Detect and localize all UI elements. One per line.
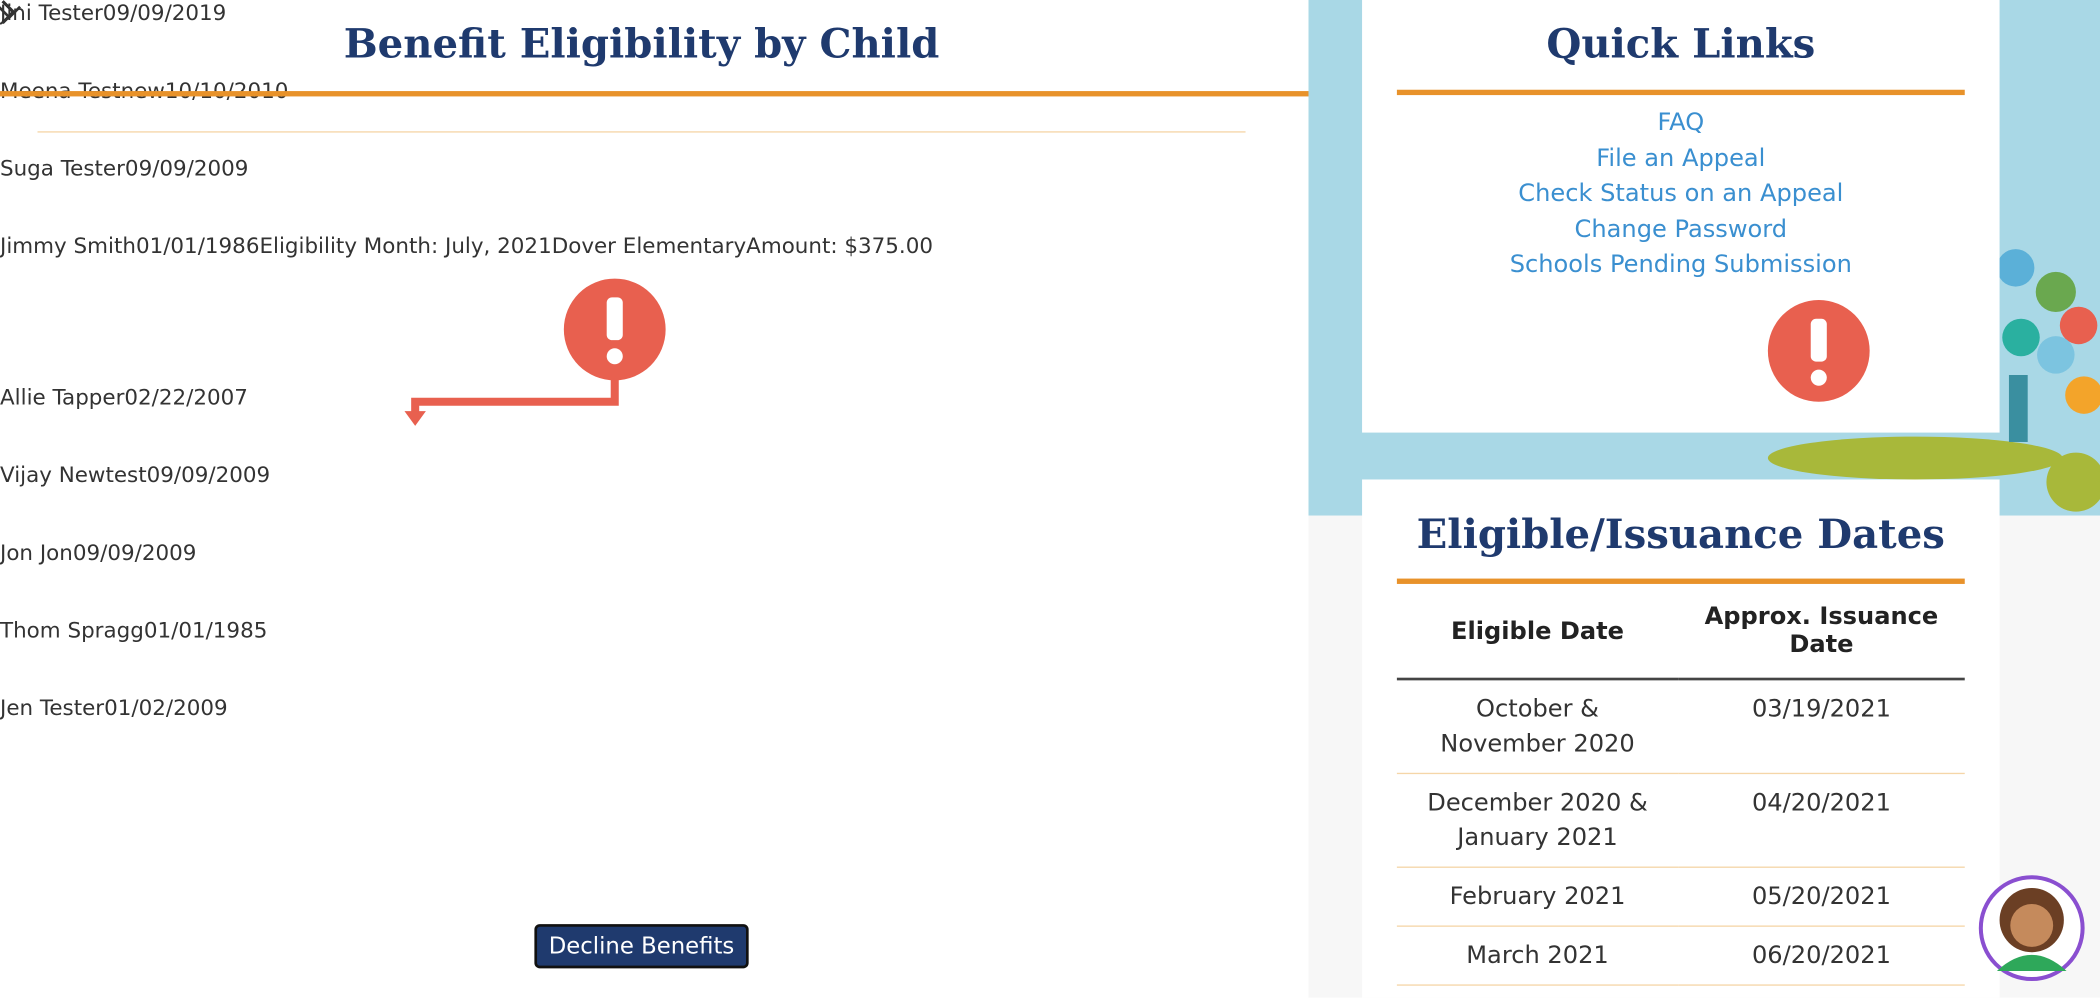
child-row: Jini Tester09/09/2019: [0, 0, 2100, 78]
child-name: Meena Testnew: [0, 78, 165, 103]
title-rule: [1396, 578, 1965, 584]
date-row: December 2020 & January 2021 04/20/2021: [1396, 773, 1965, 868]
date-row: October & November 2020 03/19/2021: [1396, 679, 1965, 775]
building: [2008, 375, 2028, 442]
header-cell: Eligible Date: [1396, 589, 1679, 681]
child-dob: 01/02/2009: [104, 695, 228, 721]
child-name: Jen Tester: [0, 695, 105, 721]
child-row: Jimmy Smith01/01/1986Eligibility Month: …: [0, 5, 2100, 384]
child-row: Jon Jon09/09/2009: [0, 0, 2100, 618]
eligibility-month: Eligibility Month: July, 2021: [259, 233, 552, 259]
alert-dot: [1810, 369, 1827, 386]
issuance-date: 07/20/2021: [1678, 985, 1965, 998]
child-dob: 09/09/2009: [72, 539, 197, 566]
card-title: Quick Links: [1546, 21, 1816, 69]
bubble: [2059, 306, 2098, 345]
table-body: October & November 2020 03/19/2021 Decembe…: [1396, 679, 1965, 998]
table-head: Eligible Date Approx. Issuance Date: [1396, 589, 1965, 681]
pointer-line: [411, 361, 619, 416]
child-name: Jon Jon: [0, 539, 73, 566]
detail-rule: [37, 131, 1246, 133]
child-name: Thom Spragg: [0, 617, 144, 643]
card-title: Eligible/Issuance Dates: [1416, 511, 1945, 559]
date-row: April, May, & June07/20/2021: [1396, 985, 1965, 998]
child-dob: 09/09/2009: [146, 462, 271, 488]
bubble: [2035, 271, 2076, 313]
child-row: Suga Tester09/09/2009: [0, 0, 2100, 233]
issuance-date: 04/20/2021: [1678, 773, 1965, 868]
date-row: February 2021 05/20/2021: [1396, 867, 1965, 927]
child-name: Allie Tapper: [0, 384, 125, 410]
bubble: [1996, 249, 2035, 287]
bubble: [2065, 376, 2100, 414]
child-row: Meena Testnew10/10/2010: [0, 0, 2100, 156]
child-dob: 09/09/2019: [102, 0, 227, 26]
child-dob: 01/01/1986: [135, 233, 260, 259]
date-row: March 2021 06/20/2021: [1396, 926, 1965, 986]
amount: Amount: $375.00: [746, 233, 934, 259]
quick-link[interactable]: File an Appeal: [1596, 143, 1766, 173]
child-row: Thom Spragg01/01/1985: [0, 0, 2100, 695]
quick-links-card: Quick Links FAQ File an Appeal Check Statu…: [1362, 0, 2000, 433]
dates-table: Eligible Date Approx. Issuance Date Octo…: [1396, 589, 1965, 998]
child-name: Suga Tester: [0, 155, 125, 181]
dates-card: Eligible/Issuance Dates Eligible Date Ap…: [1362, 479, 2000, 998]
child-name: Jini Tester: [0, 0, 103, 26]
alert-icon-group: [1767, 300, 1870, 402]
child-dob: 02/22/2007: [124, 384, 248, 410]
eligible-date: October & November 2020: [1396, 679, 1679, 775]
school-name: Dover Elementary: [551, 233, 747, 259]
eligible-date: April, May, & June: [1396, 985, 1679, 998]
quick-link[interactable]: Check Status on an Appeal: [1518, 179, 1844, 208]
avatar-face: [2010, 904, 2054, 947]
chat-avatar[interactable]: [1978, 875, 2085, 982]
issuance-date: 06/20/2021: [1678, 926, 1965, 986]
island: [1767, 436, 2063, 480]
child-row: Jen Tester01/02/2009: [0, 0, 2100, 773]
child-row: Vijay Newtest09/09/2009: [0, 0, 2100, 540]
eligible-date: February 2021: [1396, 867, 1679, 927]
child-dob: 09/09/2009: [124, 155, 249, 181]
child-name: Jimmy Smith: [0, 233, 136, 259]
header-row: Eligible Date Approx. Issuance Date: [1396, 589, 1965, 681]
issuance-date: 03/19/2021: [1678, 679, 1965, 775]
quick-link[interactable]: Schools Pending Submission: [1509, 250, 1852, 279]
child-name: Vijay Newtest: [0, 462, 147, 488]
alert-annotation: [404, 278, 666, 426]
pointer-head: [404, 411, 426, 426]
title-rule: [0, 91, 1309, 97]
issuance-date: 05/20/2021: [1678, 867, 1965, 927]
bubble: [2002, 318, 2040, 357]
eligible-date: March 2021: [1396, 926, 1679, 986]
quick-link[interactable]: Change Password: [1574, 214, 1788, 244]
quick-link[interactable]: FAQ: [1657, 108, 1705, 137]
panel-title: Benefit Eligibility by Child: [343, 21, 940, 69]
child-list: Jini Tester09/09/2019Meena Testnew10/10/…: [0, 0, 2100, 773]
alert-dot: [606, 348, 623, 365]
bubble: [2037, 336, 2075, 374]
link-list: FAQ File an Appeal Check Status on an Appe…: [1362, 106, 2000, 283]
alert-mark: [1810, 318, 1827, 362]
avatar-shirt: [1996, 954, 2067, 971]
child-dob: 10/10/2010: [165, 78, 289, 103]
illustration: [1767, 249, 2100, 512]
header-cell: Approx. Issuance Date: [1678, 589, 1965, 681]
eligible-date: December 2020 & January 2021: [1396, 773, 1679, 868]
title-rule: [1396, 89, 1965, 96]
bubble: [2046, 452, 2100, 512]
child-dob: 01/01/1985: [143, 617, 268, 643]
decline-button[interactable]: Decline Benefits: [534, 924, 749, 969]
alert-mark: [606, 297, 623, 341]
